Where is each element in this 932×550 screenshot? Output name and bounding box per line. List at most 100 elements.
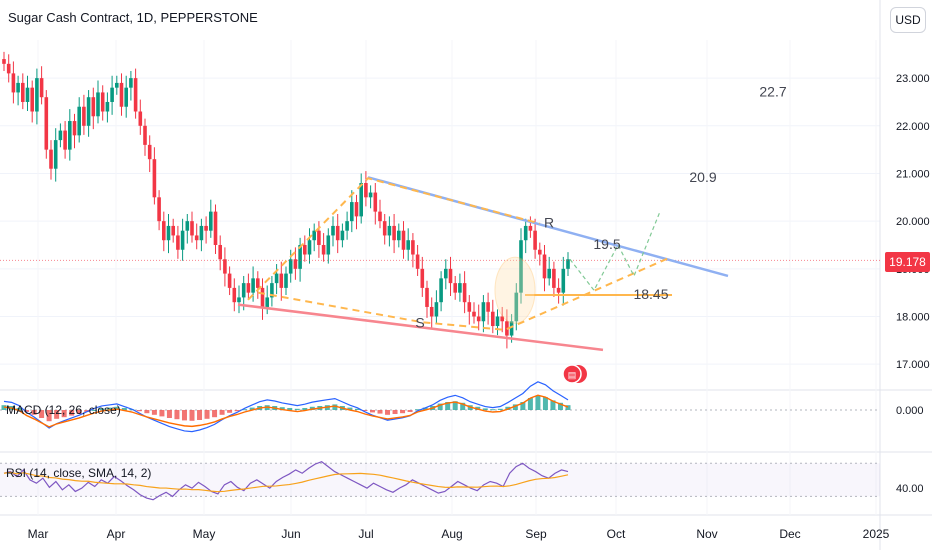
macd-hist-bar <box>219 410 225 415</box>
macd-hist-bar <box>385 410 391 415</box>
x-tick-label: Oct <box>607 527 626 541</box>
rsi-band <box>0 463 880 497</box>
candle-body <box>519 240 523 293</box>
macd-hist-bar <box>392 410 398 414</box>
candle-body <box>6 63 11 74</box>
candle-body <box>406 240 410 250</box>
macd-hist-bar <box>106 407 112 410</box>
last-price-tag: 19.178 <box>885 252 930 272</box>
candle-body <box>237 297 241 303</box>
candle-body <box>284 273 288 288</box>
candle-body <box>392 225 396 241</box>
macd-hist-bar <box>445 402 451 410</box>
macd-hist-bar <box>460 402 466 410</box>
candle-body <box>429 306 434 317</box>
candle-body <box>364 183 368 198</box>
candle-body <box>288 259 293 274</box>
y-tick-label: 23.000 <box>896 73 930 85</box>
candle-body <box>467 302 472 312</box>
macd-hist-bar <box>151 410 157 415</box>
candle-body <box>265 297 269 307</box>
candle-body <box>68 121 72 150</box>
macd-hist-bar <box>136 410 142 412</box>
macd-hist-bar <box>302 408 308 410</box>
macd-hist-bar <box>46 410 52 422</box>
candle-body <box>105 101 110 112</box>
macd-hist-bar <box>249 407 255 410</box>
candle-body <box>335 225 340 241</box>
candle-body <box>241 283 246 298</box>
candle-body <box>152 159 157 198</box>
candle-body <box>30 87 34 112</box>
rsi-label[interactable]: RSI (14, close, SMA, 14, 2) <box>6 466 152 480</box>
annotation-label: 20.9 <box>689 169 716 185</box>
macd-hist-bar <box>279 407 285 410</box>
x-tick-label: Nov <box>696 527 717 541</box>
candle-body <box>162 221 166 241</box>
candle-body <box>354 202 359 217</box>
candle-body <box>528 225 533 231</box>
x-tick-label: Mar <box>28 527 49 541</box>
macd-hist-bar <box>354 408 360 410</box>
candle-body <box>331 225 335 236</box>
x-tick-label: Jun <box>281 527 300 541</box>
candle-body <box>561 268 566 293</box>
currency-selector[interactable]: USD <box>890 7 926 33</box>
candle-body <box>547 268 551 279</box>
candle-body <box>448 268 453 284</box>
candle-body <box>472 311 476 317</box>
macd-hist-bar <box>91 410 97 411</box>
candle-body <box>138 111 143 126</box>
candle-body <box>199 225 204 241</box>
macd-hist-bar <box>166 410 172 418</box>
projection-path <box>569 211 661 292</box>
candle-body <box>270 283 274 298</box>
macd-hist-bar <box>369 410 375 413</box>
highlight-ellipse <box>494 256 536 324</box>
candle-body <box>397 230 401 241</box>
candle-body <box>552 268 556 288</box>
macd-hist-bar <box>234 410 240 412</box>
candle-body <box>91 97 96 117</box>
candle-body <box>538 249 542 255</box>
candle-body <box>411 240 415 255</box>
macd-hist-bar <box>490 409 496 411</box>
macd-hist-bar <box>452 401 458 410</box>
candle-body <box>147 144 152 160</box>
x-tick-label: Dec <box>779 527 800 541</box>
x-tick-label: Jul <box>358 527 373 541</box>
annotation-label: 18.45 <box>633 286 668 302</box>
candle-body <box>350 202 354 222</box>
macd-hist-bar <box>99 408 105 410</box>
event-badge-front <box>562 364 582 384</box>
candle-body <box>53 140 58 169</box>
candle-body <box>72 121 77 136</box>
macd-hist-bar <box>189 410 195 421</box>
candle-body <box>279 273 284 288</box>
macd-hist-bar <box>287 408 293 410</box>
candle-body <box>77 106 81 136</box>
y-tick-label: 18.000 <box>896 311 930 323</box>
candle-body <box>293 259 298 269</box>
x-tick-label: Aug <box>441 527 462 541</box>
candle-body <box>194 235 199 241</box>
macd-hist-bar <box>227 410 233 413</box>
candle-body <box>274 273 279 284</box>
macd-hist-bar <box>84 410 90 412</box>
macd-hist-bar <box>204 410 210 419</box>
candle-body <box>246 283 251 293</box>
candle-body <box>213 211 218 245</box>
macd-label[interactable]: MACD (12, 26, close) <box>6 403 121 417</box>
macd-hist-bar <box>294 408 300 410</box>
macd-hist-bar <box>482 408 488 410</box>
macd-hist-bar <box>542 397 548 410</box>
annotation-label: R <box>544 215 554 231</box>
candle-body <box>35 78 39 112</box>
candle-body <box>359 183 363 217</box>
dashed-channel-upper <box>247 177 541 301</box>
macd-hist-bar <box>39 410 45 418</box>
macd-hist-bar <box>242 409 248 411</box>
macd-hist-bar <box>61 410 67 418</box>
annotation-label: S <box>415 315 424 331</box>
candle-body <box>500 316 504 322</box>
